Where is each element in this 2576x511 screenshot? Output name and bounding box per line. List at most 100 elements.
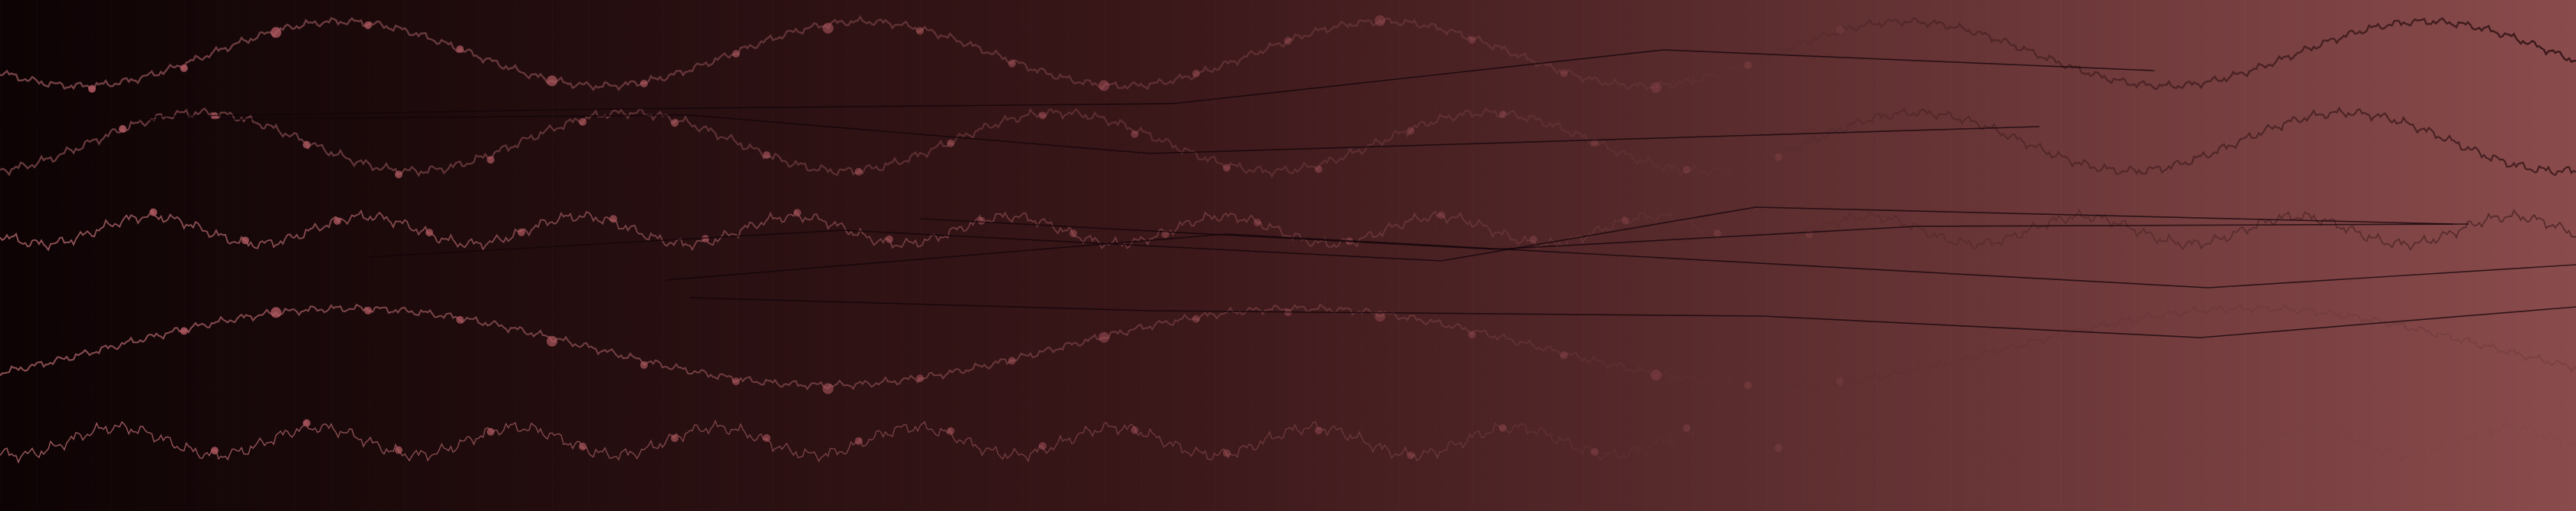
wave-dot [1315,427,1322,435]
wave-dot [823,22,833,34]
stripe [331,0,332,511]
stripe [1858,0,1859,511]
wave-dot [487,156,495,164]
stripe [2042,0,2043,511]
stripe [55,0,56,511]
wave-dot [364,306,372,315]
wave-dot [303,140,310,149]
wave-dot [1375,15,1385,26]
stripe [202,0,203,511]
stripe [1656,0,1657,511]
stripe [1012,0,1013,511]
stripe [699,0,700,511]
wave-dot [763,434,770,442]
wave-dot [1499,110,1506,119]
wave-dot [1683,424,1691,432]
wave-line [0,15,2576,91]
wave-dot [1836,377,1844,386]
stripe [2410,0,2411,511]
stripe [2134,0,2135,511]
stripe [2153,0,2154,511]
stripe [1104,0,1105,511]
stripe [1214,0,1215,511]
stripe [773,0,774,511]
wave-dot [640,79,648,87]
stripe [368,0,369,511]
stripe [681,0,682,511]
wave-dot [395,446,402,454]
wave-dot [1530,236,1537,243]
stripe [2263,0,2264,511]
stripe [2318,0,2319,511]
wave-dot [1744,61,1752,69]
wave-dot [702,235,709,243]
stripe [1398,0,1399,511]
wave-dot [547,335,557,347]
stripe [1969,0,1970,511]
wave-dot [1008,357,1016,365]
wave-dot [1622,216,1629,225]
stripe [846,0,847,511]
wave-dot [1099,80,1109,91]
wave-dot [456,45,464,54]
wave-dot [763,151,770,160]
stripe [2337,0,2338,511]
wave-dot [334,217,341,225]
wave-dot [1560,69,1568,77]
wave-dot [1284,37,1292,45]
wave-dot [211,447,219,455]
stripe [147,0,148,511]
stripe [644,0,645,511]
wave-dot [1039,111,1046,120]
thin-line [0,49,2155,120]
wave-dot [1438,211,1445,219]
wave-dot [855,167,863,176]
stripe [1122,0,1123,511]
wave-dot [1591,139,1598,147]
wave-dot [1560,351,1568,359]
stripe [2245,0,2246,511]
wave-dot [610,215,617,223]
stripe [460,0,461,511]
wave-dot [518,228,525,236]
stripe [1748,0,1749,511]
stripe [1159,0,1160,511]
stripe [607,0,608,511]
wave-dot [1070,229,1077,238]
wave-dot [794,209,801,217]
stripe [1435,0,1436,511]
stripe [1049,0,1050,511]
wave-dots [88,15,1844,460]
wave-dot [886,235,893,243]
stripe [1582,0,1583,511]
stripe [2300,0,2301,511]
stripe [184,0,185,511]
wave-dot [1591,447,1598,456]
wave-dot [1468,36,1476,45]
stripe [2521,0,2522,511]
wave-dot [1223,449,1230,457]
wave-dot [1775,153,1783,161]
stripe [736,0,737,511]
stripe [2024,0,2025,511]
stripe [1674,0,1675,511]
stripe [110,0,111,511]
wave-dot [426,229,433,237]
stripe [2429,0,2430,511]
wave-dot [1683,166,1691,174]
stripe [570,0,571,511]
wave-dot [1099,331,1109,343]
stripe [1509,0,1510,511]
stripe [828,0,829,511]
stripe [2061,0,2062,511]
stripe [1987,0,1988,511]
wave-dot [1223,163,1230,172]
thin-line [689,297,2576,338]
stripe [423,0,424,511]
stripe [2484,0,2485,511]
stripe [791,0,792,511]
wave-dot [732,377,740,386]
thin-line [666,233,2576,288]
